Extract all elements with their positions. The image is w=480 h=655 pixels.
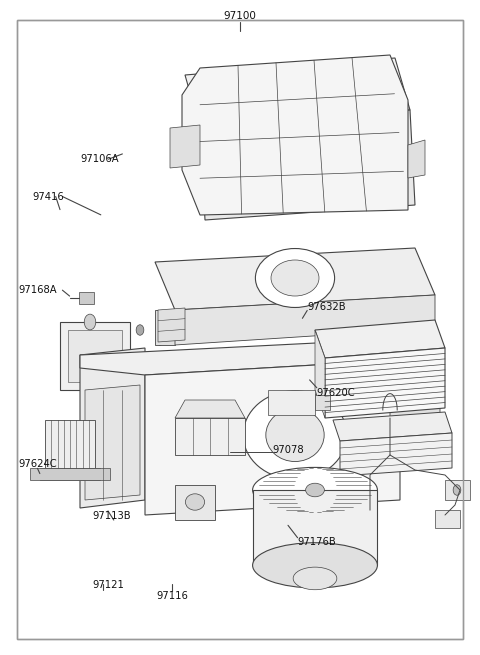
Ellipse shape [306,483,324,496]
Ellipse shape [255,248,335,307]
Polygon shape [175,400,245,418]
Ellipse shape [266,409,324,462]
Text: 97100: 97100 [224,11,256,22]
Polygon shape [85,385,140,500]
Circle shape [84,314,96,330]
Text: 97106A: 97106A [81,154,119,164]
Text: 97121: 97121 [93,580,124,590]
Polygon shape [315,330,325,418]
Polygon shape [252,490,377,565]
Ellipse shape [243,391,347,479]
Text: 97078: 97078 [273,445,304,455]
Polygon shape [175,485,215,520]
Ellipse shape [252,543,377,588]
Polygon shape [340,433,452,476]
Text: 97620C: 97620C [317,388,355,398]
Polygon shape [155,248,435,310]
Polygon shape [182,55,408,215]
Ellipse shape [252,468,377,513]
Polygon shape [315,395,330,410]
Circle shape [453,485,461,495]
Polygon shape [68,330,122,382]
Polygon shape [80,348,145,508]
Polygon shape [158,308,185,342]
Ellipse shape [271,260,319,296]
Text: 97116: 97116 [156,591,188,601]
Text: 97624C: 97624C [18,458,57,469]
Text: 97176B: 97176B [298,537,336,548]
Polygon shape [30,468,110,480]
Polygon shape [185,58,410,128]
Polygon shape [175,295,435,345]
Ellipse shape [185,494,204,510]
Polygon shape [45,420,95,468]
Polygon shape [145,360,400,515]
Text: 97632B: 97632B [307,301,346,312]
Polygon shape [60,322,130,390]
Polygon shape [155,310,175,345]
Polygon shape [200,110,415,220]
Polygon shape [445,480,470,500]
Polygon shape [40,468,100,480]
Text: 97168A: 97168A [18,285,57,295]
Circle shape [136,325,144,335]
Ellipse shape [293,567,337,590]
Bar [79,292,94,304]
Polygon shape [333,412,452,441]
Text: 97416: 97416 [33,191,64,202]
Polygon shape [435,510,460,528]
Polygon shape [80,340,400,375]
Polygon shape [408,140,425,178]
Polygon shape [268,390,315,415]
Polygon shape [170,125,200,168]
Polygon shape [325,348,445,418]
Polygon shape [315,320,445,358]
Polygon shape [175,418,245,455]
Polygon shape [390,372,440,435]
Circle shape [156,335,164,345]
Text: 97113B: 97113B [93,511,131,521]
